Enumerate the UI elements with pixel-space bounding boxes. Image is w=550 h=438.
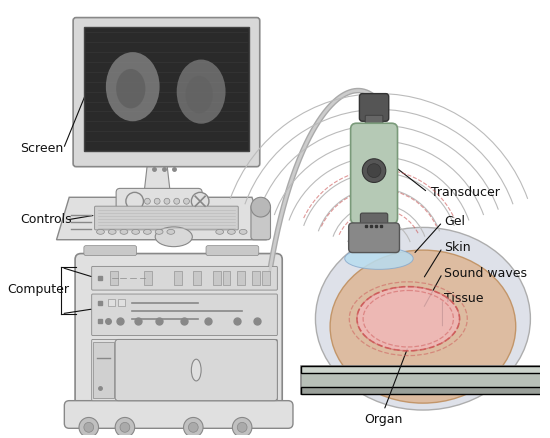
FancyBboxPatch shape: [92, 266, 277, 290]
FancyBboxPatch shape: [365, 115, 383, 132]
Circle shape: [191, 192, 209, 210]
Text: Computer: Computer: [8, 283, 70, 296]
Polygon shape: [57, 197, 267, 240]
Circle shape: [154, 198, 160, 204]
Text: Tissue: Tissue: [444, 293, 484, 305]
Ellipse shape: [144, 230, 151, 234]
Circle shape: [184, 198, 189, 204]
Ellipse shape: [116, 69, 145, 109]
FancyBboxPatch shape: [95, 206, 238, 230]
FancyBboxPatch shape: [349, 223, 399, 253]
Ellipse shape: [97, 230, 104, 234]
Ellipse shape: [155, 230, 163, 234]
FancyBboxPatch shape: [252, 271, 260, 285]
Text: Skin: Skin: [444, 241, 471, 254]
Circle shape: [120, 422, 130, 432]
Circle shape: [115, 417, 135, 437]
Ellipse shape: [345, 247, 413, 269]
Text: Organ: Organ: [365, 413, 403, 425]
FancyBboxPatch shape: [73, 18, 260, 167]
Circle shape: [145, 198, 150, 204]
FancyBboxPatch shape: [116, 188, 202, 218]
FancyBboxPatch shape: [301, 387, 550, 394]
Ellipse shape: [167, 230, 175, 234]
FancyBboxPatch shape: [301, 366, 550, 394]
Ellipse shape: [155, 227, 192, 247]
Ellipse shape: [108, 230, 116, 234]
Circle shape: [84, 422, 94, 432]
FancyBboxPatch shape: [92, 294, 277, 336]
Circle shape: [189, 422, 198, 432]
Text: Transducer: Transducer: [431, 186, 499, 199]
FancyBboxPatch shape: [118, 299, 125, 306]
Ellipse shape: [316, 227, 530, 410]
FancyBboxPatch shape: [193, 271, 201, 285]
FancyBboxPatch shape: [108, 299, 115, 306]
FancyBboxPatch shape: [92, 339, 277, 401]
Text: Screen: Screen: [20, 142, 64, 155]
Circle shape: [184, 417, 203, 437]
Ellipse shape: [185, 76, 213, 113]
Ellipse shape: [120, 230, 128, 234]
Ellipse shape: [191, 359, 201, 381]
FancyBboxPatch shape: [251, 204, 271, 240]
Circle shape: [251, 197, 271, 217]
Ellipse shape: [330, 250, 516, 403]
Circle shape: [174, 198, 180, 204]
Circle shape: [164, 198, 170, 204]
FancyBboxPatch shape: [110, 271, 118, 285]
Ellipse shape: [228, 230, 235, 234]
FancyBboxPatch shape: [223, 271, 230, 285]
FancyBboxPatch shape: [213, 271, 221, 285]
FancyBboxPatch shape: [75, 254, 282, 418]
FancyBboxPatch shape: [64, 401, 293, 428]
Text: Gel: Gel: [444, 215, 465, 229]
Polygon shape: [144, 164, 171, 198]
FancyBboxPatch shape: [174, 271, 182, 285]
Ellipse shape: [106, 52, 160, 121]
Circle shape: [79, 417, 98, 437]
FancyBboxPatch shape: [92, 343, 114, 398]
FancyBboxPatch shape: [84, 246, 136, 255]
FancyBboxPatch shape: [350, 123, 398, 224]
Circle shape: [237, 422, 247, 432]
FancyBboxPatch shape: [359, 94, 389, 121]
Text: Sound waves: Sound waves: [444, 267, 527, 280]
FancyBboxPatch shape: [262, 271, 270, 285]
Text: Controls: Controls: [20, 213, 72, 226]
FancyBboxPatch shape: [115, 339, 277, 401]
FancyBboxPatch shape: [301, 366, 550, 373]
FancyBboxPatch shape: [206, 246, 258, 255]
Ellipse shape: [132, 230, 140, 234]
FancyBboxPatch shape: [237, 271, 245, 285]
Circle shape: [362, 159, 386, 183]
Ellipse shape: [177, 60, 226, 124]
Ellipse shape: [239, 230, 247, 234]
Ellipse shape: [216, 230, 224, 234]
Ellipse shape: [357, 286, 460, 351]
Circle shape: [126, 192, 144, 210]
Circle shape: [233, 417, 252, 437]
FancyBboxPatch shape: [84, 28, 249, 151]
Circle shape: [367, 164, 381, 177]
FancyBboxPatch shape: [360, 213, 388, 231]
FancyBboxPatch shape: [145, 271, 152, 285]
